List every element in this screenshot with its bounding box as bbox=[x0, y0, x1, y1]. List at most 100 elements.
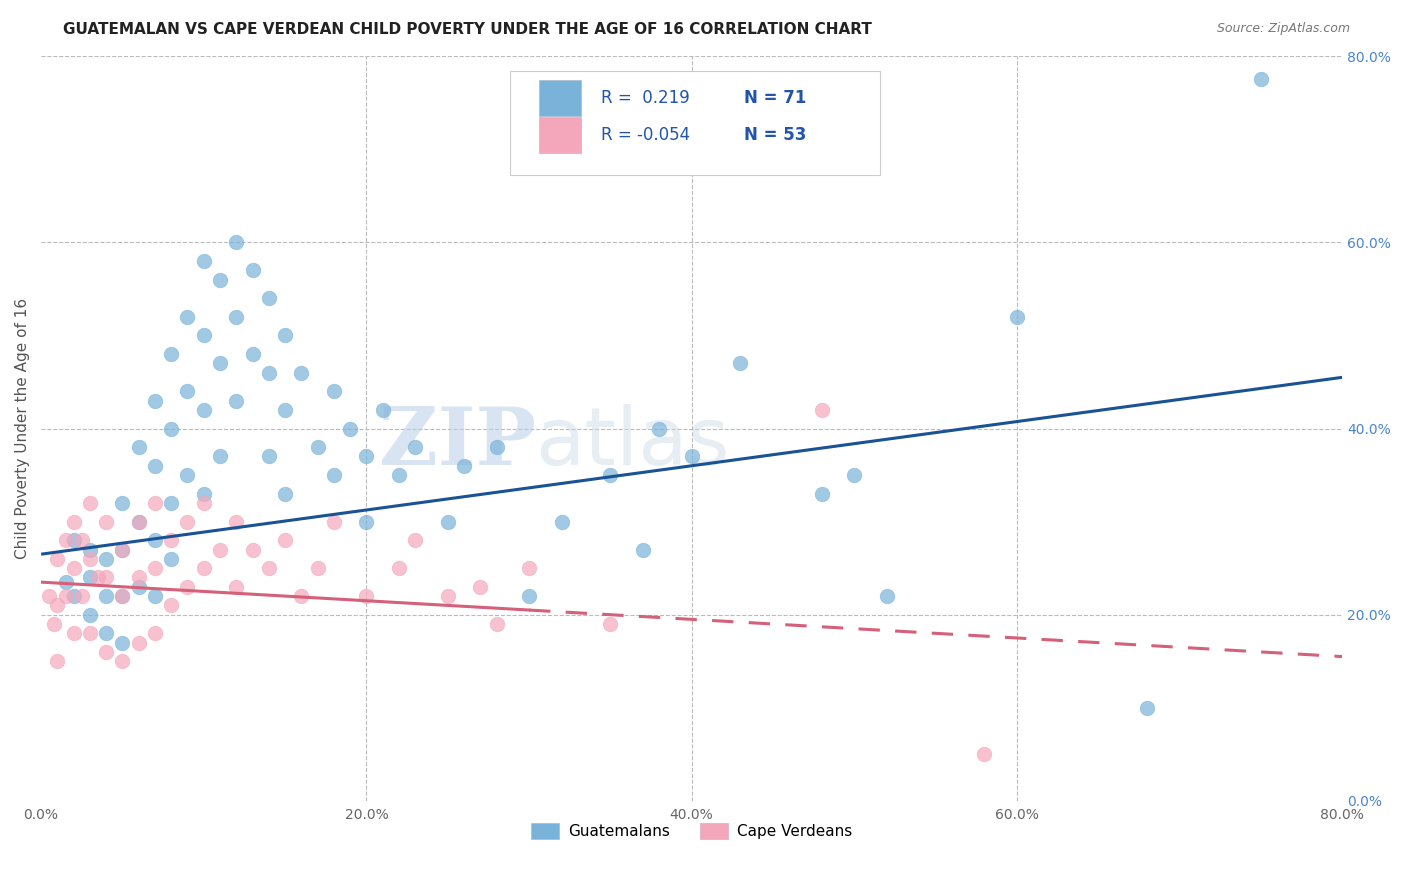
Point bbox=[70, 589, 93, 603]
Point bbox=[193, 254, 215, 268]
Point bbox=[322, 384, 344, 399]
Point bbox=[96, 645, 118, 659]
Point bbox=[356, 589, 378, 603]
Point bbox=[844, 468, 866, 483]
Point bbox=[599, 468, 621, 483]
Point bbox=[307, 561, 329, 575]
Point bbox=[404, 440, 426, 454]
Point bbox=[242, 347, 264, 361]
Point bbox=[62, 515, 84, 529]
Point bbox=[404, 533, 426, 548]
Text: ZIP: ZIP bbox=[378, 404, 536, 483]
Text: GUATEMALAN VS CAPE VERDEAN CHILD POVERTY UNDER THE AGE OF 16 CORRELATION CHART: GUATEMALAN VS CAPE VERDEAN CHILD POVERTY… bbox=[63, 22, 872, 37]
Point bbox=[111, 542, 134, 557]
Point bbox=[96, 626, 118, 640]
Point bbox=[111, 496, 134, 510]
Point bbox=[550, 515, 572, 529]
Point bbox=[55, 533, 77, 548]
Point bbox=[55, 575, 77, 590]
FancyBboxPatch shape bbox=[540, 80, 581, 116]
Point bbox=[128, 635, 150, 649]
Point bbox=[290, 366, 312, 380]
Point bbox=[111, 635, 134, 649]
Point bbox=[322, 515, 344, 529]
Point bbox=[1250, 72, 1272, 87]
Point bbox=[307, 440, 329, 454]
Point bbox=[128, 515, 150, 529]
Point bbox=[322, 468, 344, 483]
Text: R = -0.054: R = -0.054 bbox=[600, 126, 690, 145]
Point bbox=[160, 347, 183, 361]
Point bbox=[96, 552, 118, 566]
Point bbox=[810, 486, 832, 500]
Point bbox=[193, 486, 215, 500]
Point bbox=[242, 263, 264, 277]
Point bbox=[257, 291, 280, 305]
Point bbox=[388, 468, 411, 483]
Point bbox=[973, 747, 995, 762]
Point bbox=[176, 515, 198, 529]
Point bbox=[46, 599, 69, 613]
Point bbox=[160, 496, 183, 510]
Point bbox=[79, 496, 101, 510]
Point bbox=[631, 542, 654, 557]
Point bbox=[356, 515, 378, 529]
Point bbox=[96, 570, 118, 584]
Point bbox=[143, 533, 166, 548]
Point bbox=[160, 421, 183, 435]
Point bbox=[111, 589, 134, 603]
Point bbox=[274, 328, 297, 343]
Point bbox=[128, 440, 150, 454]
Point bbox=[388, 561, 411, 575]
Point bbox=[193, 496, 215, 510]
Text: atlas: atlas bbox=[536, 404, 730, 483]
Point bbox=[128, 580, 150, 594]
Point bbox=[70, 533, 93, 548]
Point bbox=[225, 515, 247, 529]
Point bbox=[87, 570, 110, 584]
FancyBboxPatch shape bbox=[540, 117, 581, 153]
Point bbox=[42, 617, 65, 632]
Point bbox=[143, 458, 166, 473]
Point bbox=[111, 654, 134, 668]
Point bbox=[436, 515, 458, 529]
Point bbox=[356, 450, 378, 464]
Point bbox=[257, 561, 280, 575]
FancyBboxPatch shape bbox=[509, 71, 880, 176]
Point bbox=[810, 403, 832, 417]
Point bbox=[225, 580, 247, 594]
Point bbox=[143, 589, 166, 603]
Point bbox=[143, 626, 166, 640]
Point bbox=[371, 403, 394, 417]
Point bbox=[79, 542, 101, 557]
Point bbox=[274, 403, 297, 417]
Text: Source: ZipAtlas.com: Source: ZipAtlas.com bbox=[1216, 22, 1350, 36]
Point bbox=[38, 589, 60, 603]
Legend: Guatemalans, Cape Verdeans: Guatemalans, Cape Verdeans bbox=[524, 817, 858, 846]
Point bbox=[143, 496, 166, 510]
Point bbox=[46, 654, 69, 668]
Point bbox=[79, 626, 101, 640]
Point bbox=[62, 561, 84, 575]
Point bbox=[79, 607, 101, 622]
Point bbox=[62, 533, 84, 548]
Point bbox=[160, 599, 183, 613]
Point bbox=[599, 617, 621, 632]
Point bbox=[208, 272, 231, 286]
Point bbox=[470, 580, 492, 594]
Point bbox=[46, 552, 69, 566]
Point bbox=[274, 533, 297, 548]
Point bbox=[160, 533, 183, 548]
Point bbox=[208, 542, 231, 557]
Point bbox=[62, 626, 84, 640]
Point bbox=[485, 617, 508, 632]
Y-axis label: Child Poverty Under the Age of 16: Child Poverty Under the Age of 16 bbox=[15, 298, 30, 559]
Point bbox=[876, 589, 898, 603]
Point bbox=[242, 542, 264, 557]
Point bbox=[681, 450, 703, 464]
Point bbox=[111, 589, 134, 603]
Point bbox=[96, 589, 118, 603]
Point bbox=[274, 486, 297, 500]
Point bbox=[225, 393, 247, 408]
Point bbox=[193, 403, 215, 417]
